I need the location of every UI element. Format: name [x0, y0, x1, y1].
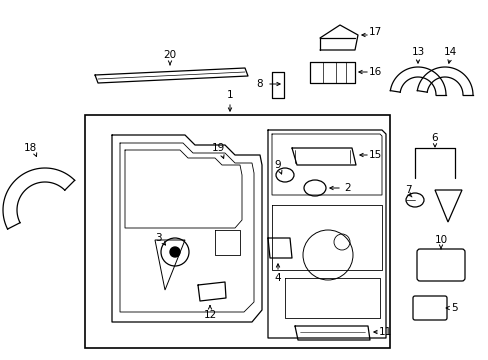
Text: 15: 15	[367, 150, 381, 160]
Text: 4: 4	[274, 273, 281, 283]
Text: 7: 7	[404, 185, 410, 195]
Bar	[85, 115, 389, 348]
Text: 14: 14	[443, 47, 456, 57]
Text: 17: 17	[367, 27, 381, 37]
Text: 2: 2	[344, 183, 350, 193]
Text: 18: 18	[23, 143, 37, 153]
Text: 13: 13	[410, 47, 424, 57]
Text: 16: 16	[367, 67, 381, 77]
Text: 1: 1	[226, 90, 233, 100]
Text: 5: 5	[451, 303, 457, 313]
Text: 3: 3	[154, 233, 161, 243]
Text: 9: 9	[274, 160, 281, 170]
Circle shape	[170, 247, 180, 257]
Text: 12: 12	[203, 310, 216, 320]
Text: 6: 6	[431, 133, 437, 143]
Text: 11: 11	[378, 327, 391, 337]
Text: 8: 8	[256, 79, 263, 89]
Text: 20: 20	[163, 50, 176, 60]
Text: 10: 10	[433, 235, 447, 245]
Text: 19: 19	[211, 143, 224, 153]
